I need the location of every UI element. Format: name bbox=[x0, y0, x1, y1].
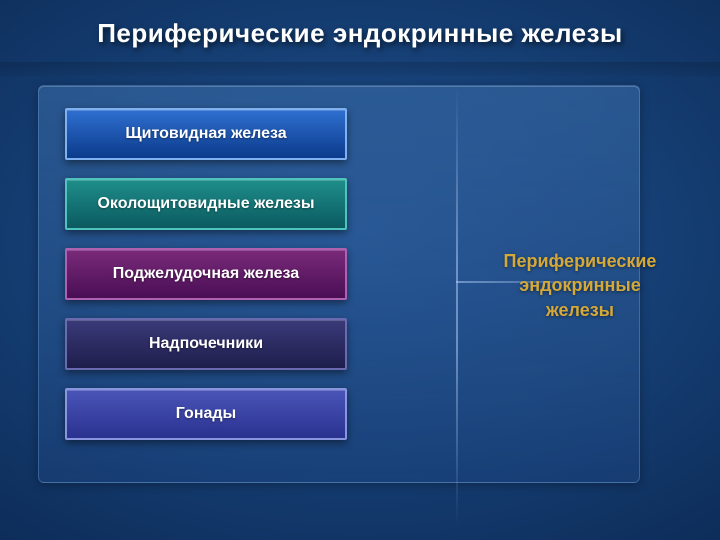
gland-label: Щитовидная железа bbox=[125, 125, 286, 143]
gland-box: Надпочечники bbox=[65, 318, 347, 370]
gland-box: Гонады bbox=[65, 388, 347, 440]
side-label-l1: Периферические bbox=[504, 251, 657, 271]
title-underbar bbox=[0, 62, 720, 76]
gland-box: Околощитовидные железы bbox=[65, 178, 347, 230]
divider-vertical bbox=[456, 85, 458, 525]
gland-label: Поджелудочная железа bbox=[113, 265, 299, 283]
side-label: Периферические эндокринные железы bbox=[480, 249, 680, 322]
gland-label: Надпочечники bbox=[149, 335, 263, 353]
side-label-l3: железы bbox=[546, 300, 614, 320]
gland-label: Околощитовидные железы bbox=[97, 195, 314, 213]
gland-box: Поджелудочная железа bbox=[65, 248, 347, 300]
side-label-l2: эндокринные bbox=[519, 275, 640, 295]
gland-label: Гонады bbox=[176, 405, 236, 423]
gland-box: Щитовидная железа bbox=[65, 108, 347, 160]
slide-title-text: Периферические эндокринные железы bbox=[97, 18, 623, 48]
gland-list: Щитовидная железа Околощитовидные железы П… bbox=[65, 108, 347, 440]
slide-title: Периферические эндокринные железы bbox=[0, 18, 720, 49]
